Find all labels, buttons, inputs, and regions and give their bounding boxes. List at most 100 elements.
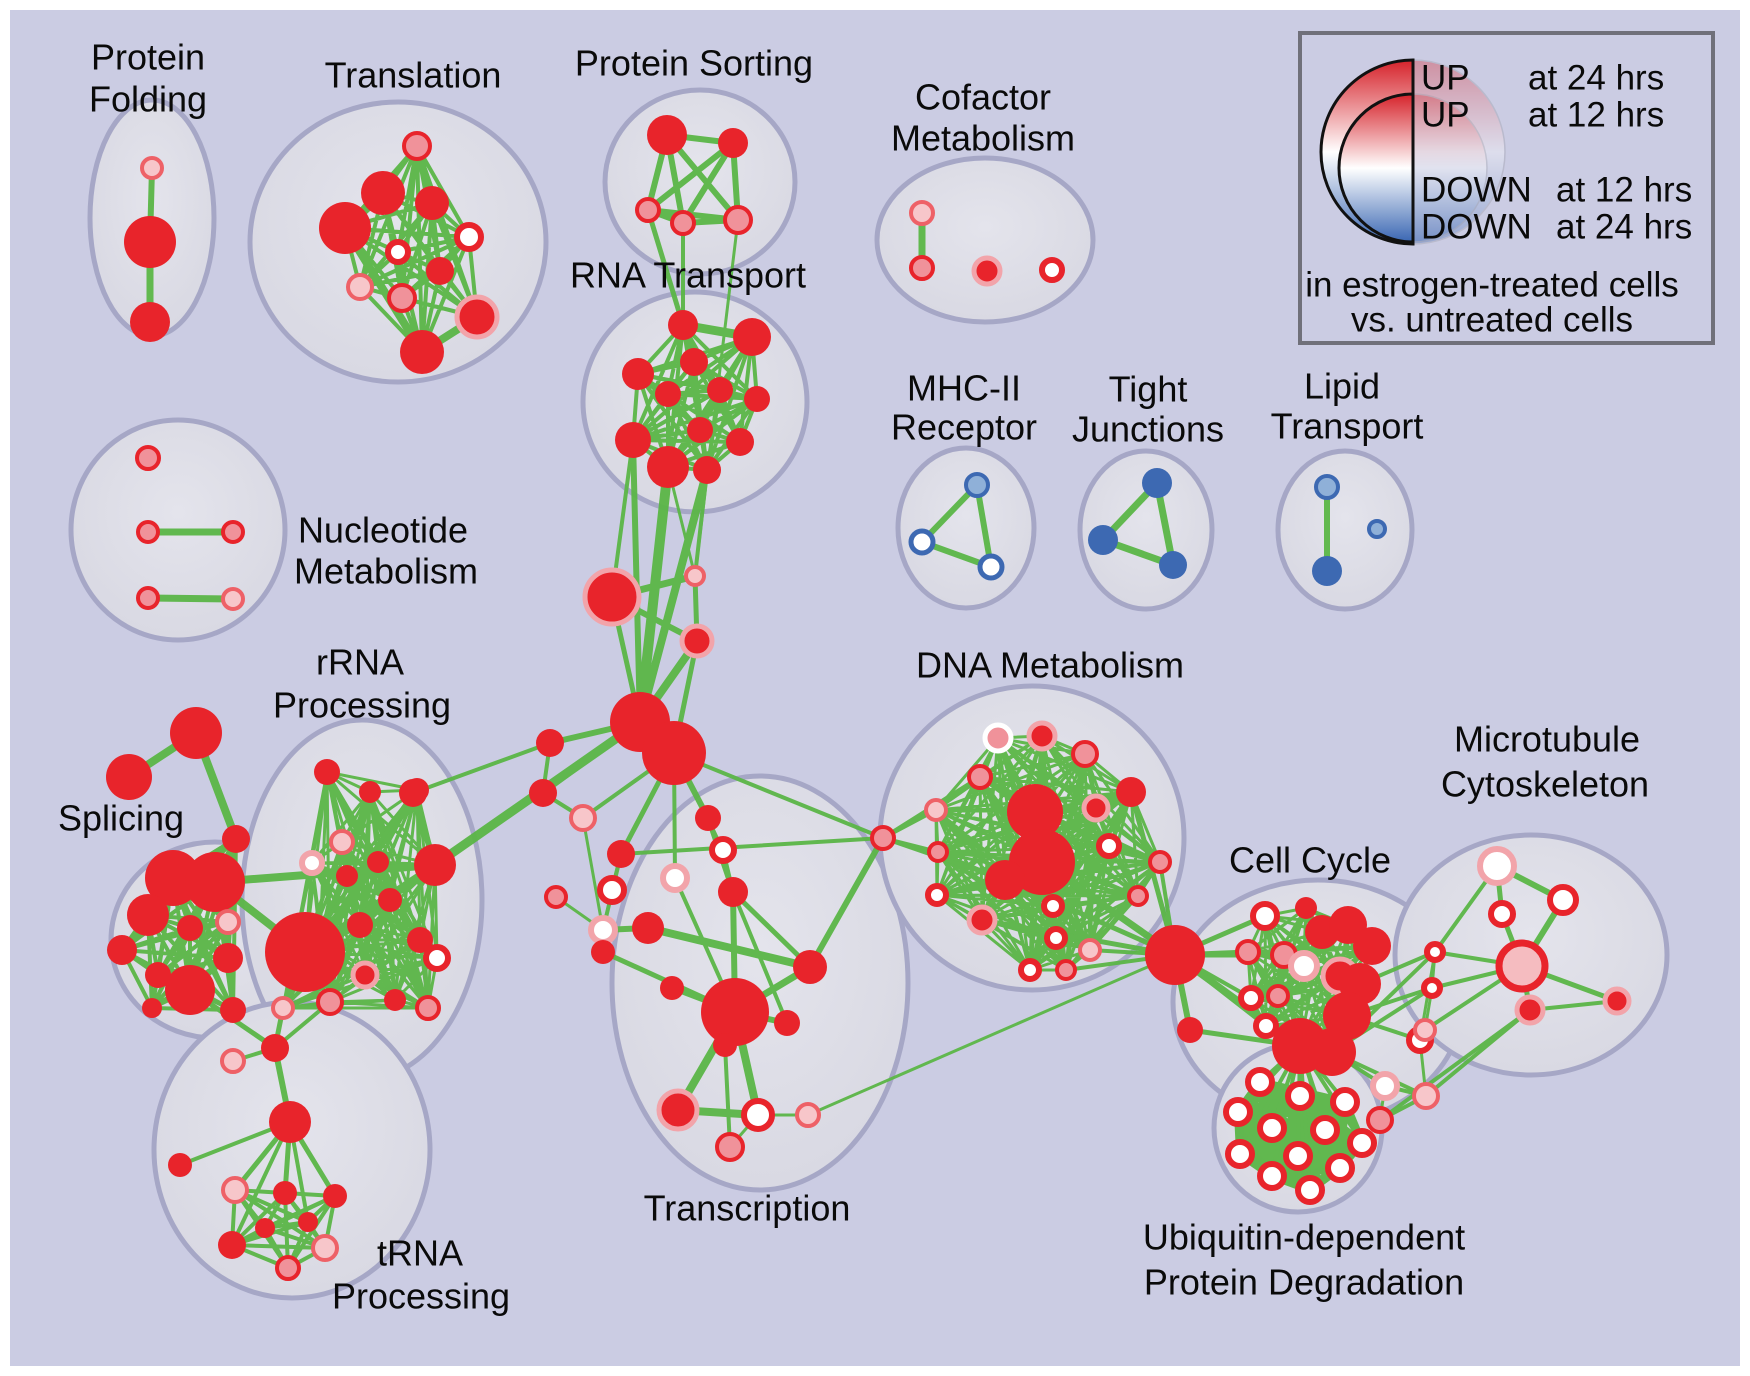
gene-node[interactable]	[1310, 1115, 1340, 1145]
gene-node[interactable]	[145, 962, 171, 988]
gene-node[interactable]	[707, 377, 733, 403]
gene-node[interactable]	[255, 1218, 275, 1238]
gene-node[interactable]	[414, 844, 456, 886]
gene-node[interactable]	[142, 998, 162, 1018]
cluster-mhc-ii-receptor-ellipse[interactable]	[895, 445, 1037, 611]
gene-node[interactable]	[1370, 1071, 1400, 1101]
gene-node[interactable]	[221, 587, 245, 611]
gene-node[interactable]	[744, 386, 770, 412]
gene-node[interactable]	[977, 553, 1005, 581]
gene-node[interactable]	[311, 1234, 339, 1262]
gene-node[interactable]	[415, 995, 441, 1021]
gene-node[interactable]	[402, 131, 432, 161]
gene-node[interactable]	[1223, 1097, 1253, 1127]
gene-node[interactable]	[909, 255, 935, 281]
gene-node[interactable]	[1041, 894, 1065, 918]
gene-node[interactable]	[1325, 1153, 1355, 1183]
gene-node[interactable]	[384, 989, 406, 1011]
gene-node[interactable]	[597, 875, 627, 905]
gene-node[interactable]	[1018, 958, 1042, 982]
gene-node[interactable]	[361, 171, 405, 215]
gene-node[interactable]	[1266, 984, 1290, 1008]
gene-node[interactable]	[660, 976, 684, 1000]
gene-node[interactable]	[544, 885, 568, 909]
gene-node[interactable]	[679, 623, 715, 659]
gene-node[interactable]	[350, 960, 380, 990]
gene-node[interactable]	[1547, 884, 1579, 916]
gene-node[interactable]	[615, 422, 651, 458]
gene-node[interactable]	[423, 944, 451, 972]
gene-node[interactable]	[908, 528, 936, 556]
gene-node[interactable]	[454, 294, 500, 340]
gene-node[interactable]	[140, 156, 164, 180]
gene-node[interactable]	[723, 205, 753, 235]
gene-node[interactable]	[1330, 1087, 1360, 1117]
gene-node[interactable]	[793, 950, 827, 984]
gene-node[interactable]	[1295, 897, 1317, 919]
gene-node[interactable]	[927, 841, 949, 863]
gene-node[interactable]	[591, 940, 615, 964]
gene-node[interactable]	[106, 754, 152, 800]
gene-node[interactable]	[713, 1033, 737, 1057]
gene-node[interactable]	[670, 210, 696, 236]
gene-node[interactable]	[642, 721, 706, 785]
gene-node[interactable]	[299, 850, 325, 876]
gene-node[interactable]	[1009, 829, 1075, 895]
gene-node[interactable]	[870, 825, 896, 851]
gene-node[interactable]	[136, 520, 160, 544]
gene-node[interactable]	[329, 829, 355, 855]
gene-node[interactable]	[656, 1088, 700, 1132]
gene-node[interactable]	[680, 348, 708, 376]
gene-node[interactable]	[215, 909, 241, 935]
gene-node[interactable]	[220, 1048, 246, 1074]
gene-node[interactable]	[168, 1153, 192, 1177]
gene-node[interactable]	[426, 257, 454, 285]
gene-node[interactable]	[1367, 519, 1387, 539]
gene-node[interactable]	[1235, 939, 1261, 965]
gene-node[interactable]	[400, 330, 444, 374]
gene-node[interactable]	[569, 804, 597, 832]
gene-node[interactable]	[1413, 1018, 1437, 1042]
gene-node[interactable]	[1177, 1017, 1203, 1043]
gene-node[interactable]	[275, 1255, 301, 1281]
gene-node[interactable]	[1088, 525, 1118, 555]
cluster-protein-sorting-ellipse[interactable]	[602, 87, 798, 277]
gene-node[interactable]	[385, 239, 411, 265]
gene-node[interactable]	[1308, 1028, 1356, 1076]
gene-node[interactable]	[966, 904, 998, 936]
gene-node[interactable]	[964, 472, 990, 498]
gene-node[interactable]	[271, 996, 295, 1020]
gene-node[interactable]	[316, 988, 344, 1016]
gene-node[interactable]	[1257, 1113, 1287, 1143]
gene-node[interactable]	[265, 912, 345, 992]
gene-node[interactable]	[1250, 901, 1280, 931]
gene-node[interactable]	[1225, 1139, 1255, 1169]
gene-node[interactable]	[359, 781, 381, 803]
gene-node[interactable]	[647, 446, 689, 488]
gene-node[interactable]	[218, 1231, 246, 1259]
gene-node[interactable]	[687, 417, 713, 443]
gene-node[interactable]	[1477, 846, 1517, 886]
gene-node[interactable]	[1495, 939, 1549, 993]
gene-node[interactable]	[774, 1010, 800, 1036]
gene-node[interactable]	[124, 216, 176, 268]
gene-node[interactable]	[454, 222, 484, 252]
gene-node[interactable]	[622, 358, 654, 390]
cluster-cofactor-metabolism-ellipse[interactable]	[874, 155, 1096, 325]
gene-node[interactable]	[136, 586, 160, 610]
gene-node[interactable]	[1116, 777, 1146, 807]
gene-node[interactable]	[405, 778, 429, 802]
gene-node[interactable]	[536, 729, 564, 757]
gene-node[interactable]	[170, 707, 222, 759]
gene-node[interactable]	[1353, 927, 1391, 965]
gene-node[interactable]	[221, 520, 245, 544]
gene-node[interactable]	[107, 935, 137, 965]
gene-node[interactable]	[222, 825, 250, 853]
gene-node[interactable]	[701, 978, 769, 1046]
gene-node[interactable]	[1602, 986, 1632, 1016]
gene-node[interactable]	[715, 1132, 745, 1162]
gene-node[interactable]	[1514, 994, 1546, 1026]
gene-node[interactable]	[1145, 925, 1205, 985]
gene-node[interactable]	[1288, 950, 1320, 982]
gene-node[interactable]	[684, 565, 706, 587]
